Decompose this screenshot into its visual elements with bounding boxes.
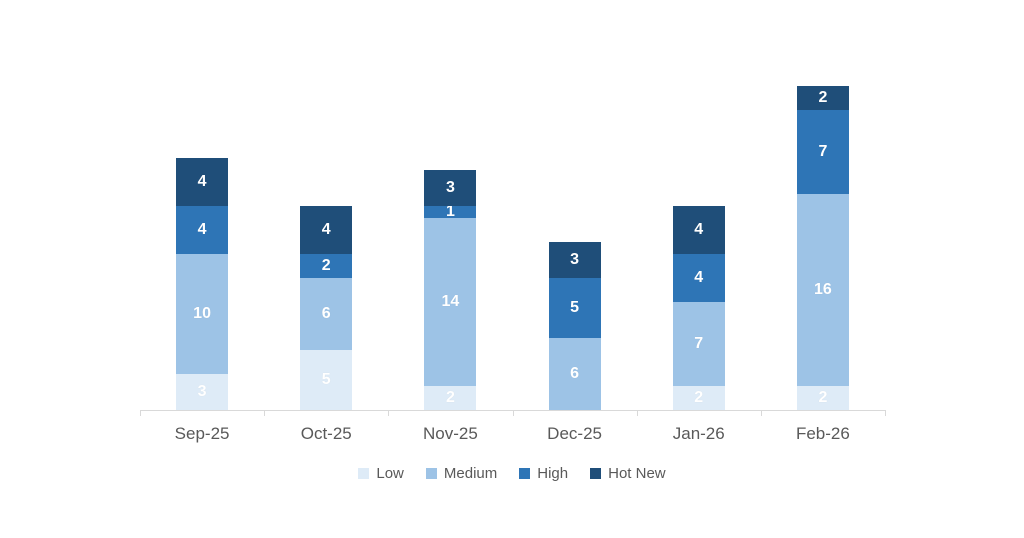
- segment-value-label: 4: [694, 221, 704, 238]
- segment-value-label: 6: [570, 365, 580, 382]
- segment-value-label: 4: [197, 173, 207, 190]
- bar-segment-medium-dec-25: 6: [548, 338, 601, 410]
- segment-value-label: 3: [445, 179, 455, 196]
- segment-value-label: 16: [814, 281, 832, 298]
- segment-value-label: 2: [321, 257, 331, 274]
- legend-label: Low: [376, 465, 404, 482]
- legend-label: Hot New: [608, 465, 666, 482]
- x-axis-tick: [885, 410, 886, 416]
- x-axis-label-oct-25: Oct-25: [300, 424, 352, 443]
- legend-item-medium: Medium: [425, 465, 498, 482]
- bar-segment-high-sep-25: 4: [176, 206, 229, 254]
- segment-value-label: 2: [818, 89, 828, 106]
- segment-value-label: 4: [694, 269, 704, 286]
- bar-segment-low-feb-26: 2: [796, 386, 849, 410]
- x-axis-label-sep-25: Sep-25: [174, 424, 230, 443]
- legend-label: Medium: [443, 465, 498, 482]
- x-axis-label-feb-26: Feb-26: [795, 424, 850, 443]
- legend-label: High: [537, 465, 569, 482]
- bar-segment-low-jan-26: 2: [672, 386, 725, 410]
- bar-segment-hot-new-jan-26: 4: [672, 206, 725, 254]
- bar-segment-hot-new-feb-26: 2: [796, 86, 849, 110]
- legend-item-low: Low: [358, 466, 404, 481]
- segment-value-label: 2: [694, 389, 704, 406]
- bar-segment-medium-oct-25: 6: [300, 278, 353, 350]
- bar-segment-hot-new-dec-25: 3: [548, 242, 601, 278]
- segment-value-label: 4: [321, 221, 331, 238]
- bar-segment-high-oct-25: 2: [300, 254, 353, 278]
- bar-segment-hot-new-sep-25: 4: [176, 158, 229, 206]
- x-axis-tick: [264, 410, 266, 416]
- bar-segment-low-nov-25: 2: [424, 386, 477, 410]
- bar-segment-medium-nov-25: 14: [424, 218, 477, 386]
- bar-segment-hot-new-oct-25: 4: [300, 206, 353, 254]
- segment-value-label: 4: [197, 221, 207, 238]
- x-axis-tick: [140, 410, 141, 416]
- bar-segment-medium-sep-25: 10: [176, 254, 229, 374]
- x-axis-tick: [760, 410, 762, 416]
- bar-segment-high-jan-26: 4: [672, 254, 725, 302]
- legend-item-hot-new: Hot New: [590, 466, 666, 481]
- segment-value-label: 6: [321, 305, 331, 322]
- legend-swatch-icon: [590, 468, 602, 479]
- legend-swatch-icon: [358, 468, 370, 479]
- legend-item-high: High: [519, 466, 568, 481]
- segment-value-label: 2: [818, 389, 828, 406]
- segment-value-label: 7: [694, 335, 704, 352]
- x-axis-label-dec-25: Dec-25: [547, 424, 602, 443]
- x-axis-tick: [388, 410, 390, 416]
- x-axis-label-jan-26: Jan-26: [672, 424, 725, 443]
- segment-value-label: 14: [441, 293, 460, 310]
- segment-value-label: 1: [445, 203, 455, 220]
- segment-value-label: 7: [818, 143, 828, 160]
- bar-segment-high-nov-25: 1: [424, 203, 477, 220]
- bar-segment-medium-feb-26: 16: [796, 194, 849, 386]
- x-axis-label-nov-25: Nov-25: [423, 424, 478, 443]
- x-axis-tick: [636, 410, 638, 416]
- segment-value-label: 3: [570, 251, 580, 268]
- legend-swatch-icon: [425, 468, 437, 479]
- bar-segment-low-oct-25: 5: [300, 350, 353, 410]
- legend: Low Medium High Hot New: [0, 466, 1024, 481]
- bar-segment-low-sep-25: 3: [176, 374, 229, 410]
- bar-segment-high-feb-26: 7: [796, 110, 849, 194]
- x-axis-tick: [512, 410, 514, 416]
- segment-value-label: 3: [197, 383, 207, 400]
- segment-value-label: 5: [321, 371, 331, 388]
- segment-value-label: 2: [445, 389, 455, 406]
- bar-segment-medium-jan-26: 7: [672, 302, 725, 386]
- segment-value-label: 5: [570, 299, 580, 316]
- bar-segment-hot-new-nov-25: 3: [424, 170, 477, 206]
- bar-segment-high-dec-25: 5: [548, 278, 601, 338]
- segment-value-label: 10: [193, 305, 211, 322]
- legend-swatch-icon: [519, 468, 531, 479]
